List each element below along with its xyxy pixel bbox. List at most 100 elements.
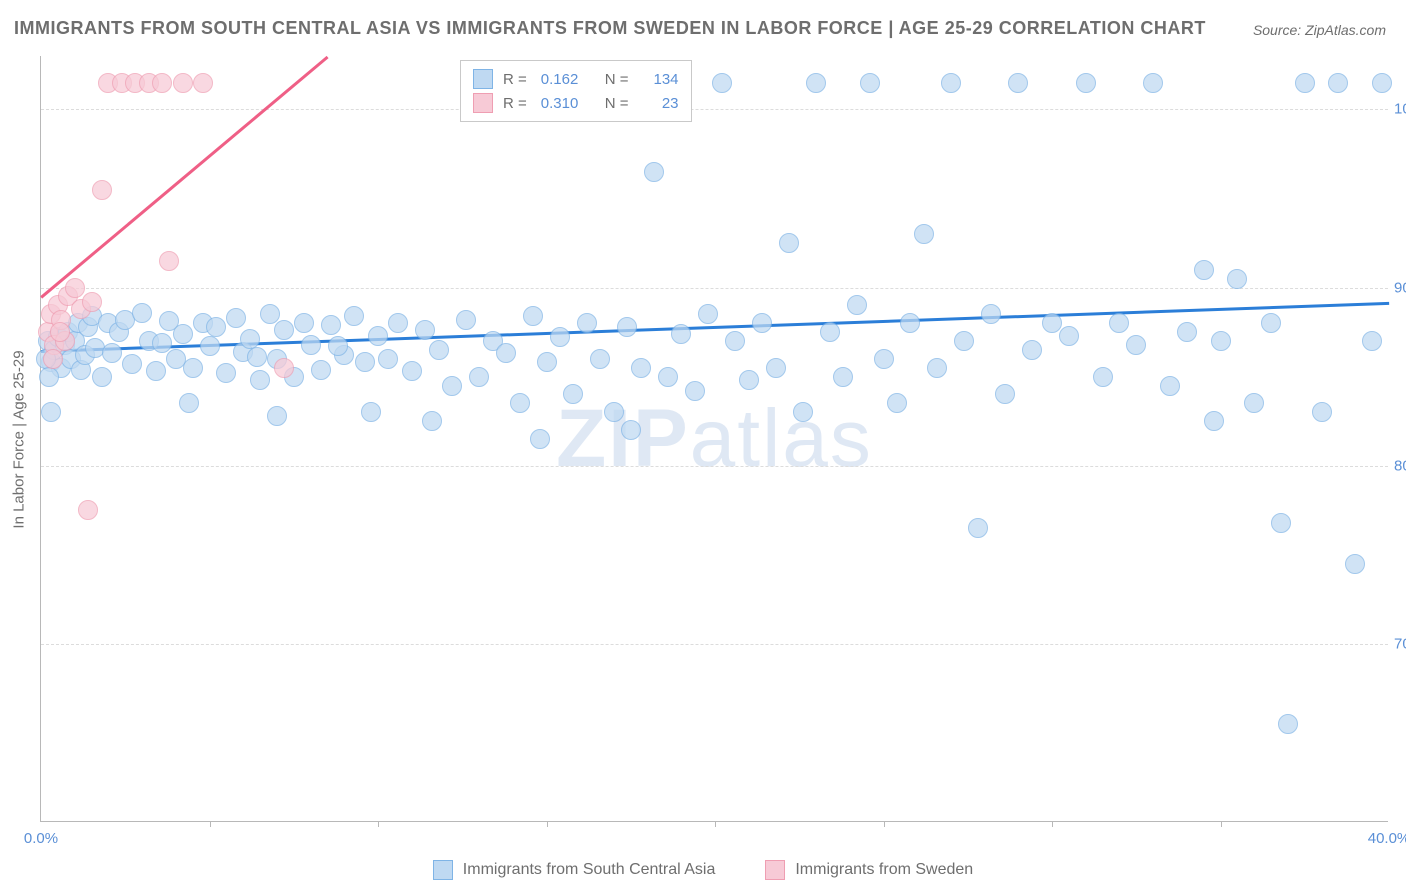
x-tick-mark (1052, 821, 1053, 827)
correlation-legend-row: R =0.310N = 23 (473, 91, 679, 115)
data-point (766, 358, 786, 378)
data-point (402, 361, 422, 381)
data-point (301, 335, 321, 355)
data-point (590, 349, 610, 369)
data-point (1211, 331, 1231, 351)
x-tick-mark (715, 821, 716, 827)
data-point (621, 420, 641, 440)
data-point (712, 73, 732, 93)
data-point (887, 393, 907, 413)
data-point (442, 376, 462, 396)
data-point (82, 292, 102, 312)
x-tick-label: 0.0% (24, 830, 58, 847)
data-point (1261, 313, 1281, 333)
regression-line (40, 56, 328, 298)
data-point (456, 310, 476, 330)
data-point (1328, 73, 1348, 93)
data-point (1295, 73, 1315, 93)
legend-swatch (433, 860, 453, 880)
data-point (1204, 411, 1224, 431)
data-point (779, 233, 799, 253)
y-axis-label: In Labor Force | Age 25-29 (4, 56, 34, 822)
data-point (429, 340, 449, 360)
data-point (193, 73, 213, 93)
x-tick-mark (884, 821, 885, 827)
data-point (900, 313, 920, 333)
data-point (311, 360, 331, 380)
data-point (1109, 313, 1129, 333)
n-label: N = (605, 95, 629, 112)
data-point (820, 322, 840, 342)
gridline-horizontal (41, 466, 1388, 467)
data-point (152, 73, 172, 93)
data-point (1312, 402, 1332, 422)
data-point (550, 327, 570, 347)
y-tick-label: 100.0% (1394, 101, 1406, 118)
data-point (1362, 331, 1382, 351)
data-point (954, 331, 974, 351)
x-tick-mark (378, 821, 379, 827)
data-point (1177, 322, 1197, 342)
r-label: R = (503, 95, 527, 112)
data-point (274, 358, 294, 378)
y-tick-label: 80.0% (1394, 457, 1406, 474)
data-point (39, 367, 59, 387)
data-point (1271, 513, 1291, 533)
data-point (968, 518, 988, 538)
gridline-horizontal (41, 109, 1388, 110)
data-point (1059, 326, 1079, 346)
data-point (65, 278, 85, 298)
data-point (510, 393, 530, 413)
data-point (132, 303, 152, 323)
gridline-horizontal (41, 288, 1388, 289)
data-point (914, 224, 934, 244)
correlation-legend-row: R =0.162N =134 (473, 67, 679, 91)
y-tick-label: 90.0% (1394, 279, 1406, 296)
data-point (981, 304, 1001, 324)
data-point (179, 393, 199, 413)
data-point (725, 331, 745, 351)
data-point (927, 358, 947, 378)
data-point (102, 343, 122, 363)
data-point (563, 384, 583, 404)
source-attribution: Source: ZipAtlas.com (1253, 22, 1386, 38)
data-point (523, 306, 543, 326)
watermark: ZIPatlas (556, 392, 873, 486)
data-point (644, 162, 664, 182)
data-point (159, 251, 179, 271)
data-point (604, 402, 624, 422)
data-point (328, 336, 348, 356)
data-point (378, 349, 398, 369)
plot-area: ZIPatlas 70.0%80.0%90.0%100.0%0.0%40.0% (40, 56, 1388, 822)
data-point (247, 347, 267, 367)
data-point (1022, 340, 1042, 360)
x-tick-label: 40.0% (1368, 830, 1406, 847)
data-point (388, 313, 408, 333)
correlation-legend: R =0.162N =134R =0.310N = 23 (460, 60, 692, 122)
data-point (1008, 73, 1028, 93)
data-point (122, 354, 142, 374)
data-point (321, 315, 341, 335)
data-point (1194, 260, 1214, 280)
y-tick-label: 70.0% (1394, 635, 1406, 652)
data-point (752, 313, 772, 333)
series-legend-item: Immigrants from Sweden (765, 860, 973, 880)
data-point (1143, 73, 1163, 93)
data-point (617, 317, 637, 337)
chart-title: IMMIGRANTS FROM SOUTH CENTRAL ASIA VS IM… (14, 18, 1206, 39)
data-point (50, 322, 70, 342)
data-point (216, 363, 236, 383)
data-point (1160, 376, 1180, 396)
data-point (250, 370, 270, 390)
data-point (995, 384, 1015, 404)
r-value: 0.310 (541, 95, 595, 112)
data-point (671, 324, 691, 344)
data-point (577, 313, 597, 333)
data-point (941, 73, 961, 93)
data-point (698, 304, 718, 324)
data-point (739, 370, 759, 390)
data-point (43, 349, 63, 369)
data-point (361, 402, 381, 422)
data-point (1227, 269, 1247, 289)
data-point (267, 406, 287, 426)
